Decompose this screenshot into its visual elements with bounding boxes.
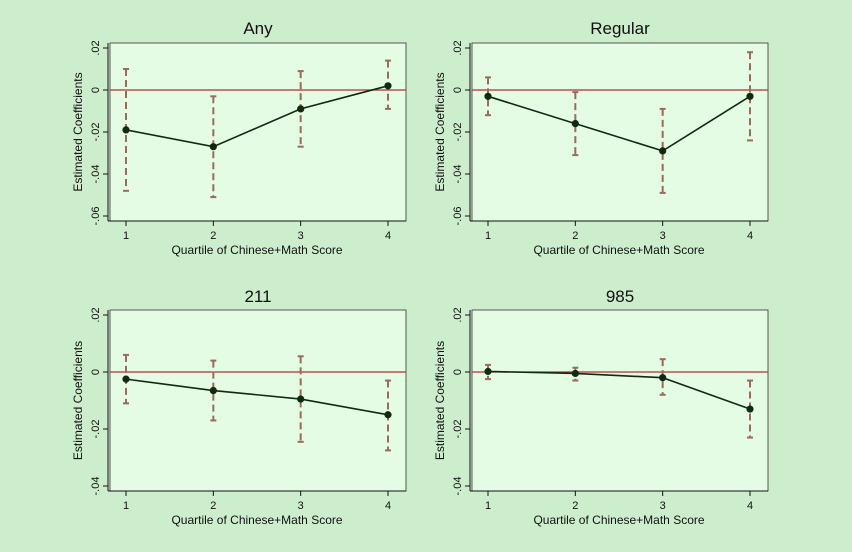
y-tick-label: -.04 — [452, 477, 464, 496]
panel-title: Regular — [590, 19, 650, 38]
x-tick-label: 2 — [210, 500, 216, 512]
panel-1: Any -.06 -.04 -.02 0 .02 Estimated Coefficient… — [71, 19, 407, 257]
x-tick-label: 2 — [210, 230, 216, 242]
panel-3: 211 -.04 -.02 0 .02 Estimated Coefficients 1 2 3… — [71, 287, 407, 527]
plot-region — [109, 42, 407, 222]
coefficient-point — [659, 147, 667, 155]
x-tick-label: 3 — [298, 230, 304, 242]
y-axis-title: Estimated Coefficients — [433, 341, 447, 460]
x-tick-label: 1 — [485, 230, 491, 242]
coefficient-point — [209, 386, 217, 395]
panel-title: 985 — [606, 287, 634, 306]
x-tick-label: 4 — [385, 230, 391, 242]
y-tick-label: -.02 — [90, 420, 102, 439]
panel-4: 985 -.04 -.02 0 .02 Estimated Coefficients 1 2 3… — [433, 287, 769, 527]
panel-2: Regular -.06 -.04 -.02 0 .02 Estimated Coeffic… — [433, 19, 769, 257]
x-axis-title: Quartile of Chinese+Math Score — [533, 513, 704, 527]
plot-region — [109, 309, 407, 492]
plot-region — [471, 42, 769, 222]
y-tick-label: -.02 — [452, 123, 464, 142]
coefficient-line — [487, 95, 751, 152]
y-axis-title: Estimated Coefficients — [71, 341, 85, 460]
x-tick-label: 3 — [298, 500, 304, 512]
x-tick-label: 4 — [747, 500, 753, 512]
coefficient-point — [297, 395, 305, 403]
x-tick-label: 3 — [660, 230, 666, 242]
x-tick-label: 1 — [123, 230, 129, 242]
coefficient-point — [384, 82, 392, 90]
y-tick-label: -.06 — [90, 207, 102, 226]
x-axis-title: Quartile of Chinese+Math Score — [171, 243, 342, 257]
coefficient-point — [571, 369, 579, 378]
x-tick-label: 2 — [572, 230, 578, 242]
y-tick-label: -.06 — [452, 207, 464, 226]
y-tick-label: 0 — [90, 87, 102, 93]
y-axis-title: Estimated Coefficients — [433, 72, 447, 191]
x-tick-label: 4 — [385, 500, 391, 512]
coefficient-point — [209, 143, 217, 151]
coefficient-point — [122, 126, 130, 134]
y-tick-label: -.02 — [90, 123, 102, 142]
x-tick-label: 1 — [123, 500, 129, 512]
panel-title: Any — [243, 19, 273, 38]
y-tick-label: .02 — [90, 40, 102, 55]
y-tick-label: .02 — [90, 307, 102, 322]
y-tick-label: 0 — [452, 87, 464, 93]
y-tick-label: 0 — [90, 369, 102, 375]
coefficient-point — [484, 92, 492, 100]
y-axis-title: Estimated Coefficients — [71, 72, 85, 191]
y-tick-label: .02 — [452, 307, 464, 322]
x-tick-label: 3 — [660, 500, 666, 512]
coefficient-point — [746, 405, 754, 413]
y-tick-label: .02 — [452, 40, 464, 55]
x-tick-label: 1 — [485, 500, 491, 512]
x-tick-label: 2 — [572, 500, 578, 512]
coefficient-point — [746, 92, 754, 100]
coefficient-point — [384, 411, 392, 419]
y-tick-label: 0 — [452, 369, 464, 375]
coefficient-line — [125, 85, 389, 148]
x-axis-title: Quartile of Chinese+Math Score — [533, 243, 704, 257]
y-tick-label: -.02 — [452, 420, 464, 439]
coefficient-point — [297, 105, 305, 113]
coefficient-point — [571, 120, 579, 128]
coefficient-point — [484, 367, 492, 376]
plot-region — [471, 309, 769, 492]
x-axis-title: Quartile of Chinese+Math Score — [171, 513, 342, 527]
x-tick-label: 4 — [747, 230, 753, 242]
y-tick-label: -.04 — [452, 165, 464, 184]
coefficient-line — [487, 370, 751, 410]
coefficient-point — [122, 375, 130, 383]
coefficient-point — [659, 374, 667, 382]
y-tick-label: -.04 — [90, 477, 102, 496]
y-tick-label: -.04 — [90, 165, 102, 184]
panel-title: 211 — [244, 287, 271, 306]
coefficient-line — [125, 378, 389, 416]
